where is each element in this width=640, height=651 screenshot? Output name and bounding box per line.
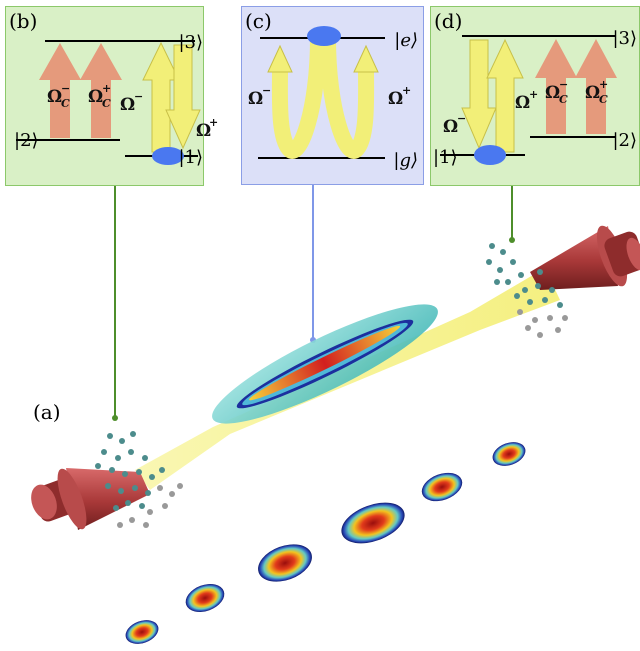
cloud-profile-icon [341, 502, 405, 544]
field-label-omega-plus: Ω [196, 121, 211, 141]
field-sup-2: + [529, 88, 538, 101]
field-label-omega-plus: Ω [388, 89, 403, 109]
panel-c: |e⟩ |g⟩ Ω − Ω + (c) [245, 9, 418, 171]
state-3-label: |3⟩ [612, 28, 637, 49]
panel-d: |3⟩ |2⟩ |1⟩ Ω − Ω + Ω − C Ω + C (d) [433, 9, 637, 168]
coupling-arrow-plus [575, 39, 617, 134]
field-label-omega-minus: Ω [120, 95, 135, 115]
field-label-omega-minus: Ω [443, 117, 458, 137]
panel-b-label: (b) [9, 9, 37, 33]
panel-d-label: (d) [434, 9, 462, 33]
field-sup-2: + [102, 82, 111, 95]
field-sub-3: C [559, 93, 568, 106]
field-sup-1: − [61, 82, 70, 95]
atom-population-icon [474, 145, 506, 165]
omega-plus-u-arrow [320, 37, 375, 159]
field-sup-4: + [599, 78, 608, 91]
state-2-label: |2⟩ [612, 130, 637, 151]
state-1-label: |1⟩ [433, 147, 458, 168]
field-label-omega-minus: Ω [248, 89, 263, 109]
cloud-profiles [125, 442, 526, 644]
omega-minus-arrowhead [267, 44, 293, 73]
field-sub-1: C [61, 97, 70, 110]
field-sub-4: C [599, 93, 608, 106]
probe-arrow-down [461, 39, 497, 150]
panel-c-label: (c) [245, 9, 272, 33]
state-g-label: |g⟩ [393, 150, 418, 171]
cloud-profile-icon [492, 442, 526, 466]
field-sup-1: − [457, 112, 466, 125]
coupling-arrow-plus [80, 43, 122, 138]
field-sup-3: − [134, 90, 143, 103]
atom-population-icon [152, 147, 184, 165]
field-sup-4: + [209, 116, 218, 129]
atom-cloud-right [486, 243, 568, 338]
field-sub-2: C [102, 97, 111, 110]
probe-arrow-up [142, 41, 180, 153]
laser-cone-right [530, 225, 640, 290]
state-2-label: |2⟩ [14, 130, 39, 151]
field-sup-plus: + [402, 84, 411, 97]
cloud-profile-icon [421, 472, 463, 502]
omega-minus-u-arrow [271, 37, 326, 159]
state-3-label: |3⟩ [178, 32, 203, 53]
field-label-omega-c-minus: Ω [545, 83, 560, 103]
coupling-arrow-minus [535, 39, 577, 134]
probe-arrow-down [165, 44, 201, 150]
field-label-omega-plus: Ω [515, 93, 530, 113]
laser-cone-left [31, 468, 150, 530]
atom-population-icon [307, 26, 341, 46]
cloud-profile-icon [185, 583, 225, 613]
field-sup-3: − [559, 78, 568, 91]
field-label-omega-c-plus: Ω [585, 83, 600, 103]
cloud-profile-icon [125, 620, 159, 644]
field-sup-minus: − [262, 84, 271, 97]
panel-b: |3⟩ |2⟩ |1⟩ Ω − C Ω + C Ω − Ω + (b) [9, 9, 218, 168]
field-label-omega-c-plus: Ω [88, 87, 103, 107]
coupling-arrow-minus [39, 43, 81, 138]
panel-a-label: (a) [33, 400, 61, 424]
bec-cloud-icon [212, 304, 438, 424]
state-1-label: |1⟩ [178, 147, 203, 168]
atom-cloud-left [95, 431, 183, 528]
probe-arrow-up [486, 38, 524, 153]
omega-plus-arrowhead [353, 44, 379, 73]
field-label-omega-c-minus: Ω [47, 87, 62, 107]
cloud-profile-icon [258, 544, 312, 582]
state-e-label: |e⟩ [394, 30, 418, 51]
